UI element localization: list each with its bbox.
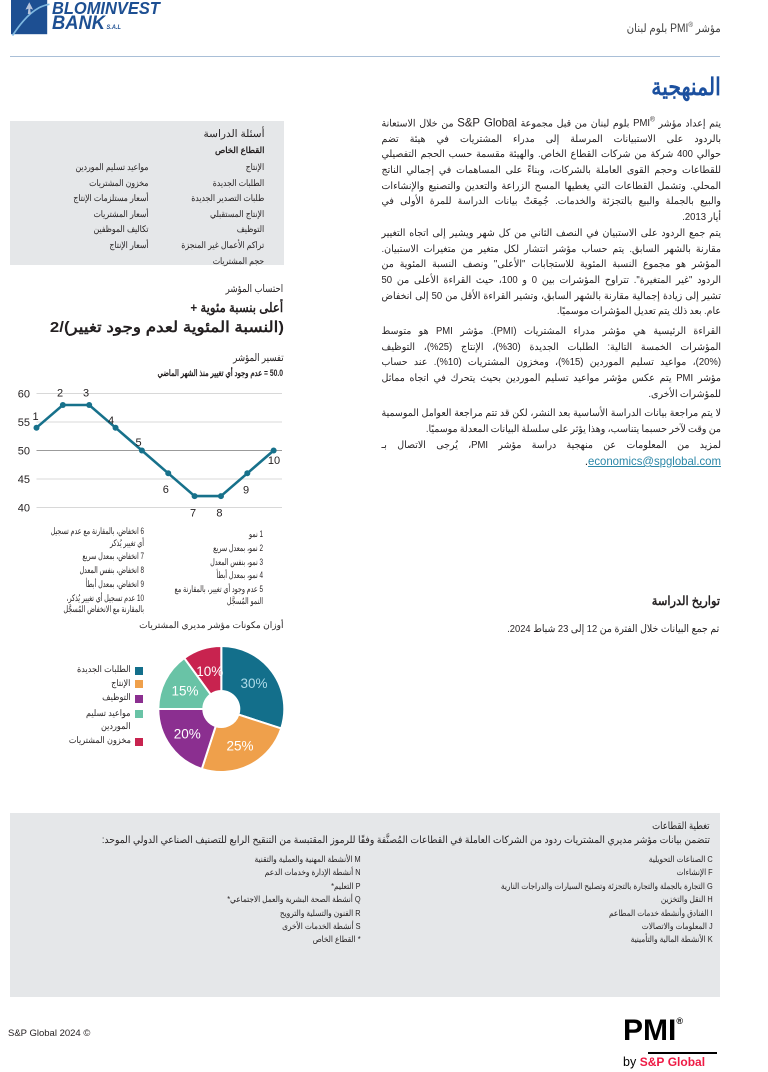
- svg-text:20%: 20%: [174, 727, 201, 742]
- svg-text:10: 10: [268, 455, 280, 467]
- svg-text:15%: 15%: [171, 684, 198, 699]
- svg-text:50: 50: [18, 446, 30, 458]
- svg-text:8: 8: [216, 508, 222, 520]
- svg-text:7: 7: [190, 508, 196, 520]
- svg-text:4: 4: [108, 415, 114, 427]
- svg-text:55: 55: [18, 417, 30, 429]
- svg-text:25%: 25%: [226, 739, 253, 754]
- svg-text:60: 60: [18, 389, 30, 401]
- svg-text:3: 3: [83, 388, 89, 400]
- svg-text:45: 45: [18, 474, 30, 486]
- svg-text:1: 1: [32, 411, 38, 423]
- svg-text:9: 9: [243, 485, 249, 497]
- svg-text:2: 2: [57, 388, 63, 400]
- svg-text:30%: 30%: [240, 676, 267, 691]
- svg-text:6: 6: [163, 484, 169, 496]
- svg-text:10%: 10%: [196, 664, 223, 679]
- svg-text:5: 5: [135, 437, 141, 449]
- svg-text:40: 40: [18, 503, 30, 515]
